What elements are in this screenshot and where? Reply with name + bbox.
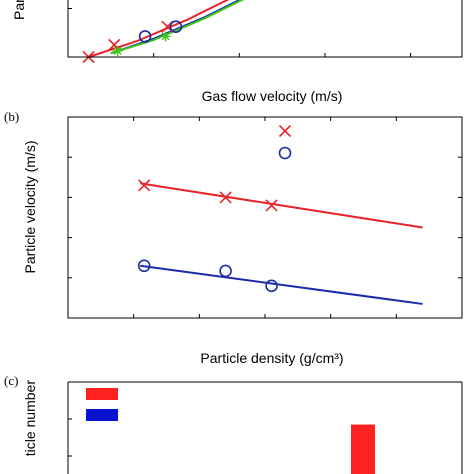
panel-a-fit-line bbox=[110, 0, 245, 55]
panel-a-data-point bbox=[112, 45, 123, 56]
panel-b-fit-line bbox=[140, 264, 423, 305]
panel-c-bar bbox=[351, 424, 375, 474]
panel-b-data-point-stroke-2 bbox=[138, 179, 151, 192]
panel-c: (c) ticle number bbox=[4, 373, 463, 474]
panel-b-data-point bbox=[265, 199, 278, 212]
panel-b-data-point-stroke-2 bbox=[265, 199, 278, 212]
panel-a-data-point-stroke-2 bbox=[108, 38, 121, 51]
panel-c-y-label: ticle number bbox=[22, 380, 38, 457]
panel-a-data-point-ray-3 bbox=[161, 32, 170, 41]
panel-b-data-point bbox=[219, 191, 232, 204]
panel-c-label: (c) bbox=[4, 373, 18, 388]
panel-a-x-label: Gas flow velocity (m/s) bbox=[202, 88, 343, 104]
panel-b-legend-marker bbox=[278, 146, 292, 160]
panel-b-label: (b) bbox=[4, 109, 19, 124]
panel-a: Gas flow velocity (m/s) Parti bbox=[11, 0, 463, 104]
panel-a-data-point bbox=[138, 30, 152, 43]
panel-b-y-label: Particle velocity (m/s) bbox=[22, 140, 38, 273]
panel-a-data-point bbox=[169, 20, 183, 33]
panel-c-legend-swatch bbox=[86, 388, 118, 400]
panel-a-data-point bbox=[160, 31, 171, 42]
panel-b-data-point bbox=[138, 179, 151, 192]
panel-b-data-point-stroke-2 bbox=[219, 191, 232, 204]
panel-b-data-point bbox=[137, 259, 151, 273]
panel-b-fit-line bbox=[140, 182, 423, 229]
panel-a-fit-line bbox=[88, 0, 230, 58]
panel-b: (b) Particle density (g/cm³) Particle ve… bbox=[4, 109, 463, 366]
panel-b-plot-frame bbox=[67, 116, 463, 319]
panel-b-x-label: Particle density (g/cm³) bbox=[200, 350, 343, 366]
panel-c-legend-swatch bbox=[86, 409, 118, 421]
panel-b-legend-marker bbox=[278, 124, 292, 138]
panel-b-legend-marker-stroke-2 bbox=[278, 124, 292, 138]
panel-b-data-point bbox=[265, 279, 278, 293]
panel-b-data-point bbox=[219, 264, 232, 278]
panel-a-y-label: Parti bbox=[11, 0, 27, 20]
panel-a-data-point-ray-3 bbox=[113, 46, 122, 55]
